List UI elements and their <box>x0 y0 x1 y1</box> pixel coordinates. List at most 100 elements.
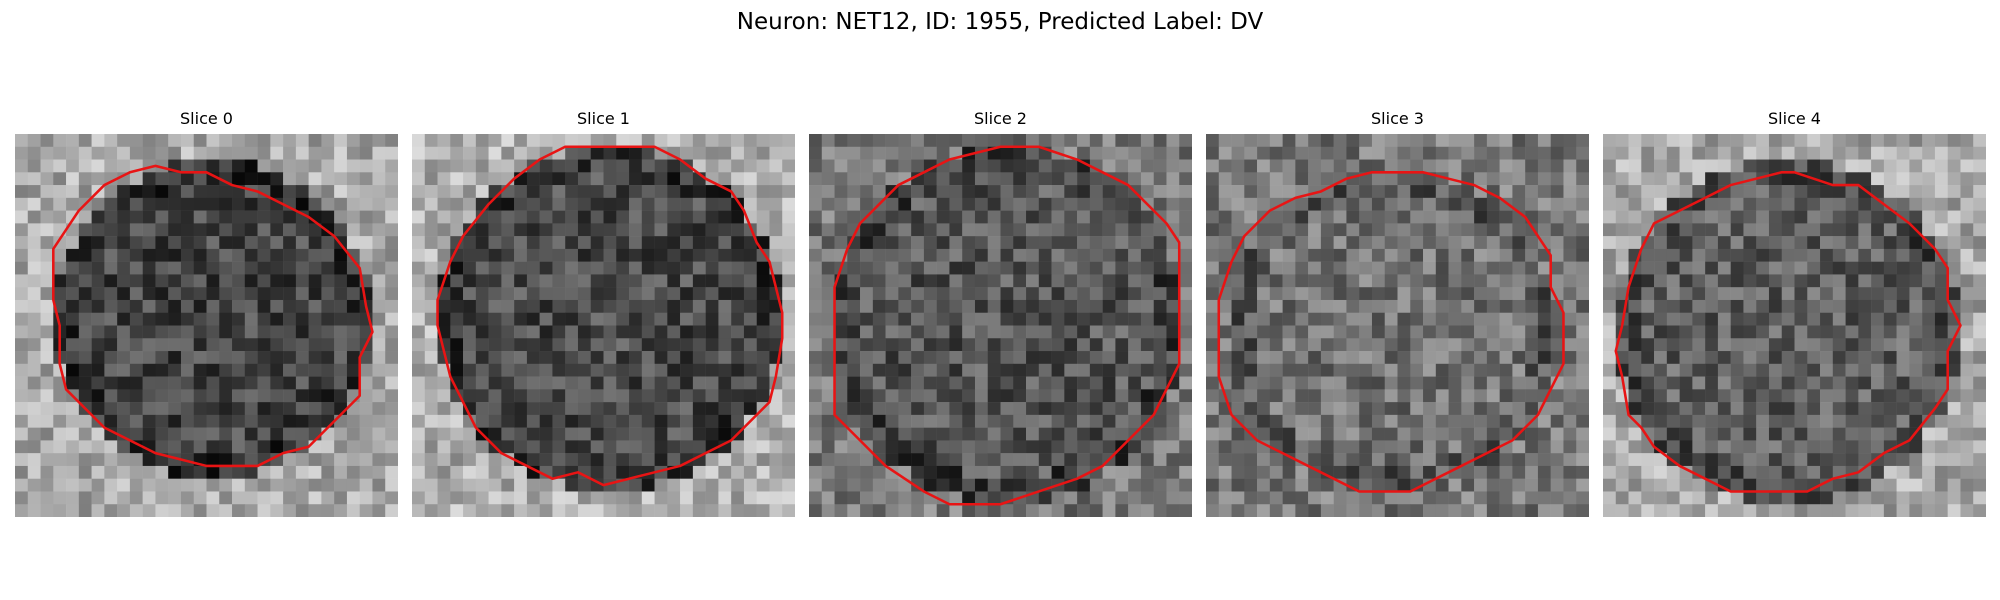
pixel <box>1858 440 1872 454</box>
pixel <box>654 427 668 441</box>
pixel <box>1064 402 1078 416</box>
pixel <box>180 185 194 199</box>
pixel <box>590 172 604 186</box>
pixel <box>321 478 335 492</box>
pixel <box>193 325 207 339</box>
pixel <box>1371 287 1385 301</box>
pixel <box>565 491 579 505</box>
pixel <box>1295 338 1309 352</box>
pixel <box>539 351 553 365</box>
pixel <box>78 363 92 377</box>
pixel <box>1257 402 1271 416</box>
pixel <box>219 172 233 186</box>
pixel <box>1051 491 1065 505</box>
pixel <box>1384 134 1398 148</box>
pixel <box>1320 402 1334 416</box>
pixel <box>1654 274 1668 288</box>
pixel <box>1231 261 1245 275</box>
pixel <box>206 185 220 199</box>
pixel <box>936 376 950 390</box>
pixel <box>1038 236 1052 250</box>
pixel <box>949 363 963 377</box>
pixel <box>847 453 861 467</box>
pixel <box>1550 287 1564 301</box>
pixel <box>1794 440 1808 454</box>
pixel <box>526 351 540 365</box>
pixel <box>1768 402 1782 416</box>
pixel <box>514 351 528 365</box>
pixel <box>705 299 719 313</box>
pixel <box>809 159 823 173</box>
pixel <box>1166 159 1180 173</box>
pixel <box>66 274 80 288</box>
pixel <box>718 197 732 211</box>
pixel <box>860 299 874 313</box>
pixel <box>1730 402 1744 416</box>
pixel <box>1461 159 1475 173</box>
pixel <box>1282 363 1296 377</box>
pixel <box>809 440 823 454</box>
pixel <box>1756 414 1770 428</box>
pixel <box>1026 287 1040 301</box>
pixel <box>809 427 823 441</box>
pixel <box>270 248 284 262</box>
pixel <box>1384 427 1398 441</box>
pixel <box>270 261 284 275</box>
pixel <box>1115 210 1129 224</box>
pixel <box>847 261 861 275</box>
pixel <box>1244 159 1258 173</box>
pixel <box>718 236 732 250</box>
pixel <box>526 338 540 352</box>
pixel <box>321 185 335 199</box>
pixel <box>577 287 591 301</box>
pixel <box>53 197 67 211</box>
pixel <box>1512 389 1526 403</box>
pixel <box>450 146 464 160</box>
pixel <box>577 325 591 339</box>
pixel <box>1858 312 1872 326</box>
pixel <box>488 376 502 390</box>
pixel <box>91 197 105 211</box>
pixel <box>1013 453 1027 467</box>
pixel <box>1179 185 1192 199</box>
pixel <box>1641 312 1655 326</box>
pixel <box>385 440 398 454</box>
pixel <box>1871 440 1885 454</box>
pixel <box>1641 402 1655 416</box>
pixel <box>104 338 118 352</box>
pixel <box>117 299 131 313</box>
pixel <box>475 325 489 339</box>
pixel <box>155 402 169 416</box>
pixel <box>1269 478 1283 492</box>
pixel <box>1282 159 1296 173</box>
pixel <box>129 389 143 403</box>
pixel <box>718 325 732 339</box>
pixel <box>1717 312 1731 326</box>
pixel <box>756 146 770 160</box>
pixel <box>1423 363 1437 377</box>
pixel <box>1244 453 1258 467</box>
pixel <box>168 376 182 390</box>
pixel <box>1973 134 1986 148</box>
pixel <box>1679 338 1693 352</box>
pixel <box>962 491 976 505</box>
pixel <box>821 414 835 428</box>
pixel <box>769 465 783 479</box>
pixel <box>847 236 861 250</box>
pixel <box>91 491 105 505</box>
pixel <box>104 453 118 467</box>
pixel <box>1371 325 1385 339</box>
pixel <box>1576 312 1589 326</box>
pixel <box>66 338 80 352</box>
pixel <box>1909 402 1923 416</box>
pixel <box>1038 223 1052 237</box>
pixel <box>1474 376 1488 390</box>
pixel <box>949 478 963 492</box>
pixel <box>603 325 617 339</box>
pixel <box>1308 491 1322 505</box>
pixel <box>385 146 398 160</box>
pixel <box>949 134 963 148</box>
pixel <box>1026 325 1040 339</box>
pixel <box>1820 210 1834 224</box>
pixel <box>346 172 360 186</box>
